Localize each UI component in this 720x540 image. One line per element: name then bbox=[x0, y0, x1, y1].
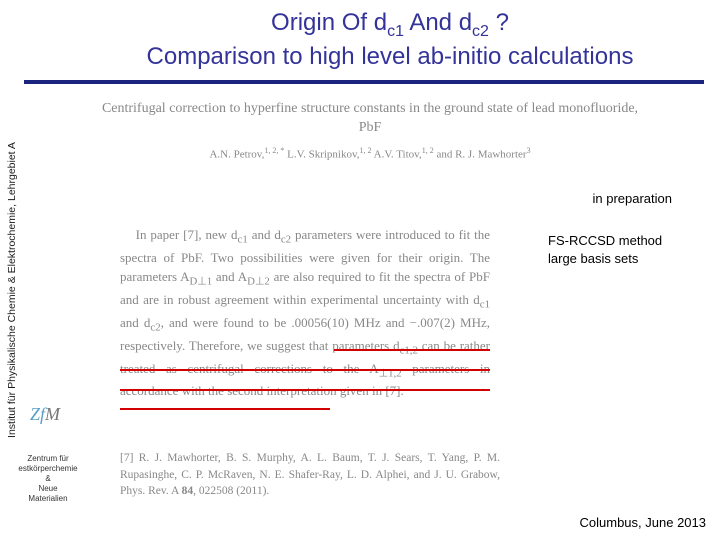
slide-header: Origin Of dc1 And dc2 ?Comparison to hig… bbox=[0, 0, 720, 78]
annotation-method-line2: large basis sets bbox=[548, 251, 638, 266]
zfm-logo: ZfM bbox=[30, 404, 60, 425]
paper-title: Centrifugal correction to hyperfine stru… bbox=[100, 100, 640, 138]
annotation-method-line1: FS-RCCSD method bbox=[548, 233, 662, 248]
horizontal-rule bbox=[24, 80, 704, 84]
left-sidebar: Institut für Physikalische Chemie & Elek… bbox=[0, 60, 24, 520]
slide-title: Origin Of dc1 And dc2 ?Comparison to hig… bbox=[100, 8, 680, 72]
annotation-method: FS-RCCSD method large basis sets bbox=[548, 232, 688, 267]
paper-authors: A.N. Petrov,1, 2, * L.V. Skripnikov,1, 2… bbox=[100, 146, 640, 161]
footer-venue: Columbus, June 2013 bbox=[580, 515, 706, 530]
sidebar-institute-label: Institut für Physikalische Chemie & Elek… bbox=[6, 142, 18, 438]
annotation-in-preparation: in preparation bbox=[593, 190, 673, 208]
red-underline bbox=[120, 389, 490, 391]
reference-citation: [7] R. J. Mawhorter, B. S. Murphy, A. L.… bbox=[120, 450, 500, 500]
zfm-label-block: Zentrum fürestkörperchemie&NeueMateriali… bbox=[6, 454, 90, 504]
red-underline bbox=[334, 349, 490, 351]
red-underline bbox=[120, 408, 330, 410]
excerpt-paragraph: In paper [7], new dc1 and dc2 parameters… bbox=[120, 225, 490, 401]
red-underline bbox=[120, 369, 490, 371]
paper-heading: Centrifugal correction to hyperfine stru… bbox=[100, 100, 640, 160]
